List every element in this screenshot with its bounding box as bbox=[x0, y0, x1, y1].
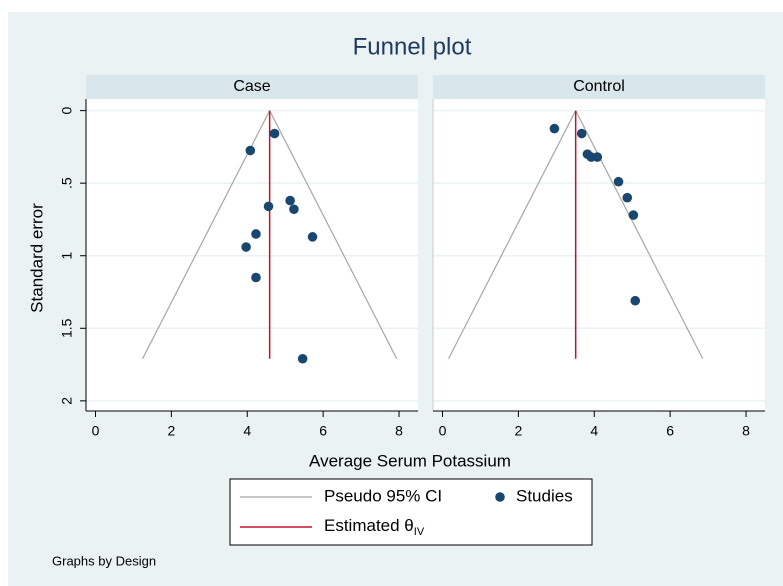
chart-title: Funnel plot bbox=[353, 33, 472, 60]
x-tick-label: 6 bbox=[666, 423, 674, 439]
legend-label-subscript: IV bbox=[414, 526, 425, 538]
y-tick-label: 1 bbox=[59, 252, 75, 260]
legend-box bbox=[229, 478, 593, 546]
panel-header bbox=[433, 75, 765, 99]
y-tick-label: 2 bbox=[59, 397, 75, 405]
x-tick-label: 8 bbox=[742, 423, 750, 439]
study-point bbox=[549, 123, 560, 134]
x-tick-label: 0 bbox=[92, 423, 100, 439]
study-point bbox=[297, 353, 308, 364]
study-point bbox=[592, 152, 603, 162]
y-tick-label: .5 bbox=[59, 177, 75, 189]
panel-title: Control bbox=[573, 78, 625, 95]
panel-header bbox=[86, 75, 418, 99]
study-point bbox=[628, 210, 639, 220]
legend-label: Studies bbox=[516, 486, 573, 505]
y-tick-label: 1.5 bbox=[59, 318, 75, 338]
x-axis-label: Average Serum Potassium bbox=[309, 451, 511, 470]
x-tick-label: 2 bbox=[167, 423, 175, 439]
study-point bbox=[251, 229, 261, 239]
study-point bbox=[285, 195, 295, 206]
ci-line bbox=[575, 110, 704, 360]
ci-line bbox=[269, 110, 398, 360]
study-point bbox=[576, 128, 587, 139]
study-point bbox=[613, 176, 624, 187]
note: Graphs by Design bbox=[52, 553, 156, 568]
study-point bbox=[241, 242, 251, 252]
study-point bbox=[263, 201, 274, 212]
x-tick-label: 4 bbox=[590, 423, 598, 439]
study-point bbox=[307, 232, 318, 242]
legend-label: Pseudo 95% CI bbox=[324, 486, 442, 505]
x-tick-label: 2 bbox=[514, 423, 522, 439]
study-point bbox=[622, 192, 633, 203]
x-tick-label: 8 bbox=[395, 423, 403, 439]
study-point bbox=[251, 272, 261, 283]
ci-line bbox=[448, 110, 577, 360]
x-tick-label: 6 bbox=[319, 423, 327, 439]
legend-label: Estimated θIV bbox=[324, 516, 425, 537]
panel-title: Case bbox=[233, 78, 270, 95]
legend-dot-swatch bbox=[495, 492, 505, 502]
study-point bbox=[289, 204, 299, 215]
study-point bbox=[269, 128, 280, 139]
y-axis-label: Standard error bbox=[27, 203, 46, 313]
x-tick-label: 0 bbox=[439, 423, 447, 439]
x-tick-label: 4 bbox=[243, 423, 251, 439]
study-point bbox=[630, 295, 641, 306]
study-point bbox=[245, 145, 256, 156]
y-tick-label: 0 bbox=[59, 107, 75, 115]
legend-label-main: Estimated θ bbox=[324, 516, 414, 535]
